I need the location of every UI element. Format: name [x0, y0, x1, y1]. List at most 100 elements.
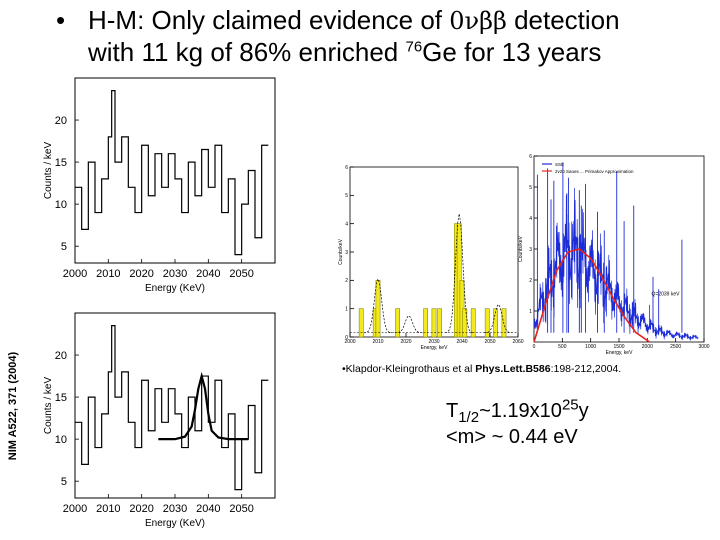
x-tick-label: 2030 — [428, 339, 439, 345]
half-life-line: T1/2~1.19x1025y — [446, 396, 589, 426]
y-tick-label: 4 — [529, 216, 532, 222]
yellow-bar — [484, 308, 490, 338]
yellow-bar — [462, 308, 468, 338]
x-tick-label: 2010 — [96, 268, 120, 280]
y-tick-label: 4 — [345, 221, 348, 227]
y-tick-label: 1 — [345, 306, 348, 312]
x-tick-label: 2000 — [63, 503, 87, 515]
yellow-spectrum-chart: 2000 2010 2020 2030 2040 2050 2060 0 1 2 3 4 5 6 Energ… — [338, 165, 524, 351]
x-tick-label: 2040 — [456, 339, 467, 345]
x-tick-label: 2020 — [400, 339, 411, 345]
title-bullet: • — [56, 5, 66, 35]
x-axis-label: Energy (KeV) — [145, 283, 205, 294]
y-tick-label: 2 — [345, 278, 348, 284]
yellow-bar — [437, 308, 442, 338]
y-tick-label: 6 — [529, 154, 532, 160]
q-value-annotation: Q=2039 keV — [652, 292, 681, 298]
x-axis-label: Energy, keV — [606, 350, 634, 356]
x-tick-label: 1000 — [585, 344, 596, 350]
full-spectrum-chart: 0 500 1000 1500 2000 2500 3000 1 2 3 4 5 6 Energy, ke… — [518, 154, 710, 356]
title-line-1-tail: detection — [506, 5, 620, 35]
legend-label: 2v2b Saoes ... Primakov Approximation — [555, 169, 634, 174]
legend-label: SSE — [555, 162, 564, 167]
y-tick-label: 5 — [345, 193, 348, 199]
peak-fit-curve — [484, 303, 513, 334]
reference-pages: :198-212,2004. — [550, 363, 622, 375]
bottom-histogram-chart: 2000 2010 2020 2030 2040 2050 5 10 15 20 Energy (K… — [43, 312, 276, 529]
x-tick-label: 2020 — [129, 268, 153, 280]
y-tick-label: 20 — [55, 115, 67, 127]
gaussian-fit-curve — [158, 371, 249, 441]
x-tick-label: 2000 — [63, 268, 87, 280]
y-tick-label: 3 — [529, 247, 532, 253]
title-line-2-tail: Ge for 13 years — [422, 37, 602, 67]
journal-side-label: NIM A522, 371 (2004) — [7, 351, 19, 461]
reference-volume: 586 — [533, 363, 551, 375]
half-life-value: ~1.19x10 — [479, 400, 562, 422]
half-life-unit: y — [578, 400, 589, 422]
x-axis-label: Energy (KeV) — [145, 518, 205, 529]
peak-fit-curve — [445, 213, 474, 334]
y-axis-label: Counts / keV — [43, 142, 54, 200]
y-axis-label: Counts/keV — [518, 235, 524, 262]
yellow-bar — [395, 308, 400, 338]
half-life-symbol: T — [446, 400, 459, 422]
x-tick-label: 2040 — [196, 503, 220, 515]
mass-line: <m> ~ 0.44 eV — [446, 426, 578, 448]
x-tick-label: 2050 — [229, 268, 253, 280]
x-tick-label: 2030 — [163, 268, 187, 280]
y-tick-label: 5 — [61, 476, 67, 488]
y-tick-label: 15 — [55, 157, 67, 169]
y-tick-label: 15 — [55, 392, 67, 404]
yellow-bar — [493, 308, 498, 338]
title-line-2: with 11 kg of 86% enriched 76Ge for 13 y… — [88, 36, 601, 68]
isotope-superscript: 76 — [405, 38, 423, 56]
x-tick-label: 500 — [558, 344, 567, 350]
title-line-1: H-M: Only claimed evidence of 0νββ detec… — [88, 4, 620, 37]
histogram-step-line — [75, 325, 269, 491]
x-tick-label: 2000 — [344, 339, 355, 345]
x-tick-label: 3000 — [698, 344, 709, 350]
peak-fit-curve — [363, 277, 393, 334]
yellow-bar — [375, 280, 381, 338]
x-tick-label: 2500 — [670, 344, 681, 350]
reference-authors: •Klapdor-Kleingrothaus et al — [342, 363, 476, 375]
x-tick-label: 2000 — [642, 344, 653, 350]
reference-citation: •Klapdor-Kleingrothaus et al Phys.Lett.B… — [342, 363, 621, 375]
reference-journal: Phys.Lett.B — [475, 363, 534, 375]
yellow-bar — [358, 308, 364, 338]
y-tick-label: 5 — [61, 241, 67, 253]
primakov-fit-line — [533, 248, 651, 343]
y-tick-label: 5 — [529, 185, 532, 191]
title-line-2-text: with 11 kg of 86% enriched — [88, 37, 406, 67]
title-greek-symbol: 0νββ — [449, 7, 507, 35]
yellow-bar — [423, 308, 428, 338]
y-tick-label: 0 — [345, 335, 348, 341]
x-tick-label: 1500 — [613, 344, 624, 350]
half-life-exponent: 25 — [561, 396, 579, 414]
x-tick-label: 2050 — [484, 339, 495, 345]
x-tick-label: 0 — [533, 344, 536, 350]
result-block: T1/2~1.19x1025y <m> ~ 0.44 eV — [446, 396, 589, 450]
x-tick-label: 2020 — [129, 503, 153, 515]
x-tick-label: 2050 — [229, 503, 253, 515]
y-axis-label: Counts/keV — [338, 238, 344, 265]
y-tick-label: 10 — [55, 199, 67, 211]
top-histogram-chart: 2000 2010 2020 2030 2040 2050 5 10 15 20 Energy (K… — [43, 77, 276, 294]
yellow-bar — [470, 308, 476, 338]
x-tick-label: 2010 — [372, 339, 383, 345]
x-tick-label: 2060 — [512, 339, 523, 345]
histogram-step-line — [75, 90, 269, 256]
half-life-subscript: 1/2 — [458, 409, 480, 426]
y-tick-label: 1 — [529, 309, 532, 315]
sse-spectrum-line — [533, 187, 699, 341]
y-tick-label: 3 — [345, 250, 348, 256]
x-tick-label: 2040 — [196, 268, 220, 280]
x-tick-label: 2010 — [96, 503, 120, 515]
title-line-1-text: H-M: Only claimed evidence of — [88, 5, 450, 35]
y-tick-label: 6 — [345, 165, 348, 171]
x-tick-label: 2030 — [163, 503, 187, 515]
x-axis-label: Energy, keV — [421, 345, 449, 351]
y-tick-label: 20 — [55, 350, 67, 362]
y-tick-label: 10 — [55, 434, 67, 446]
